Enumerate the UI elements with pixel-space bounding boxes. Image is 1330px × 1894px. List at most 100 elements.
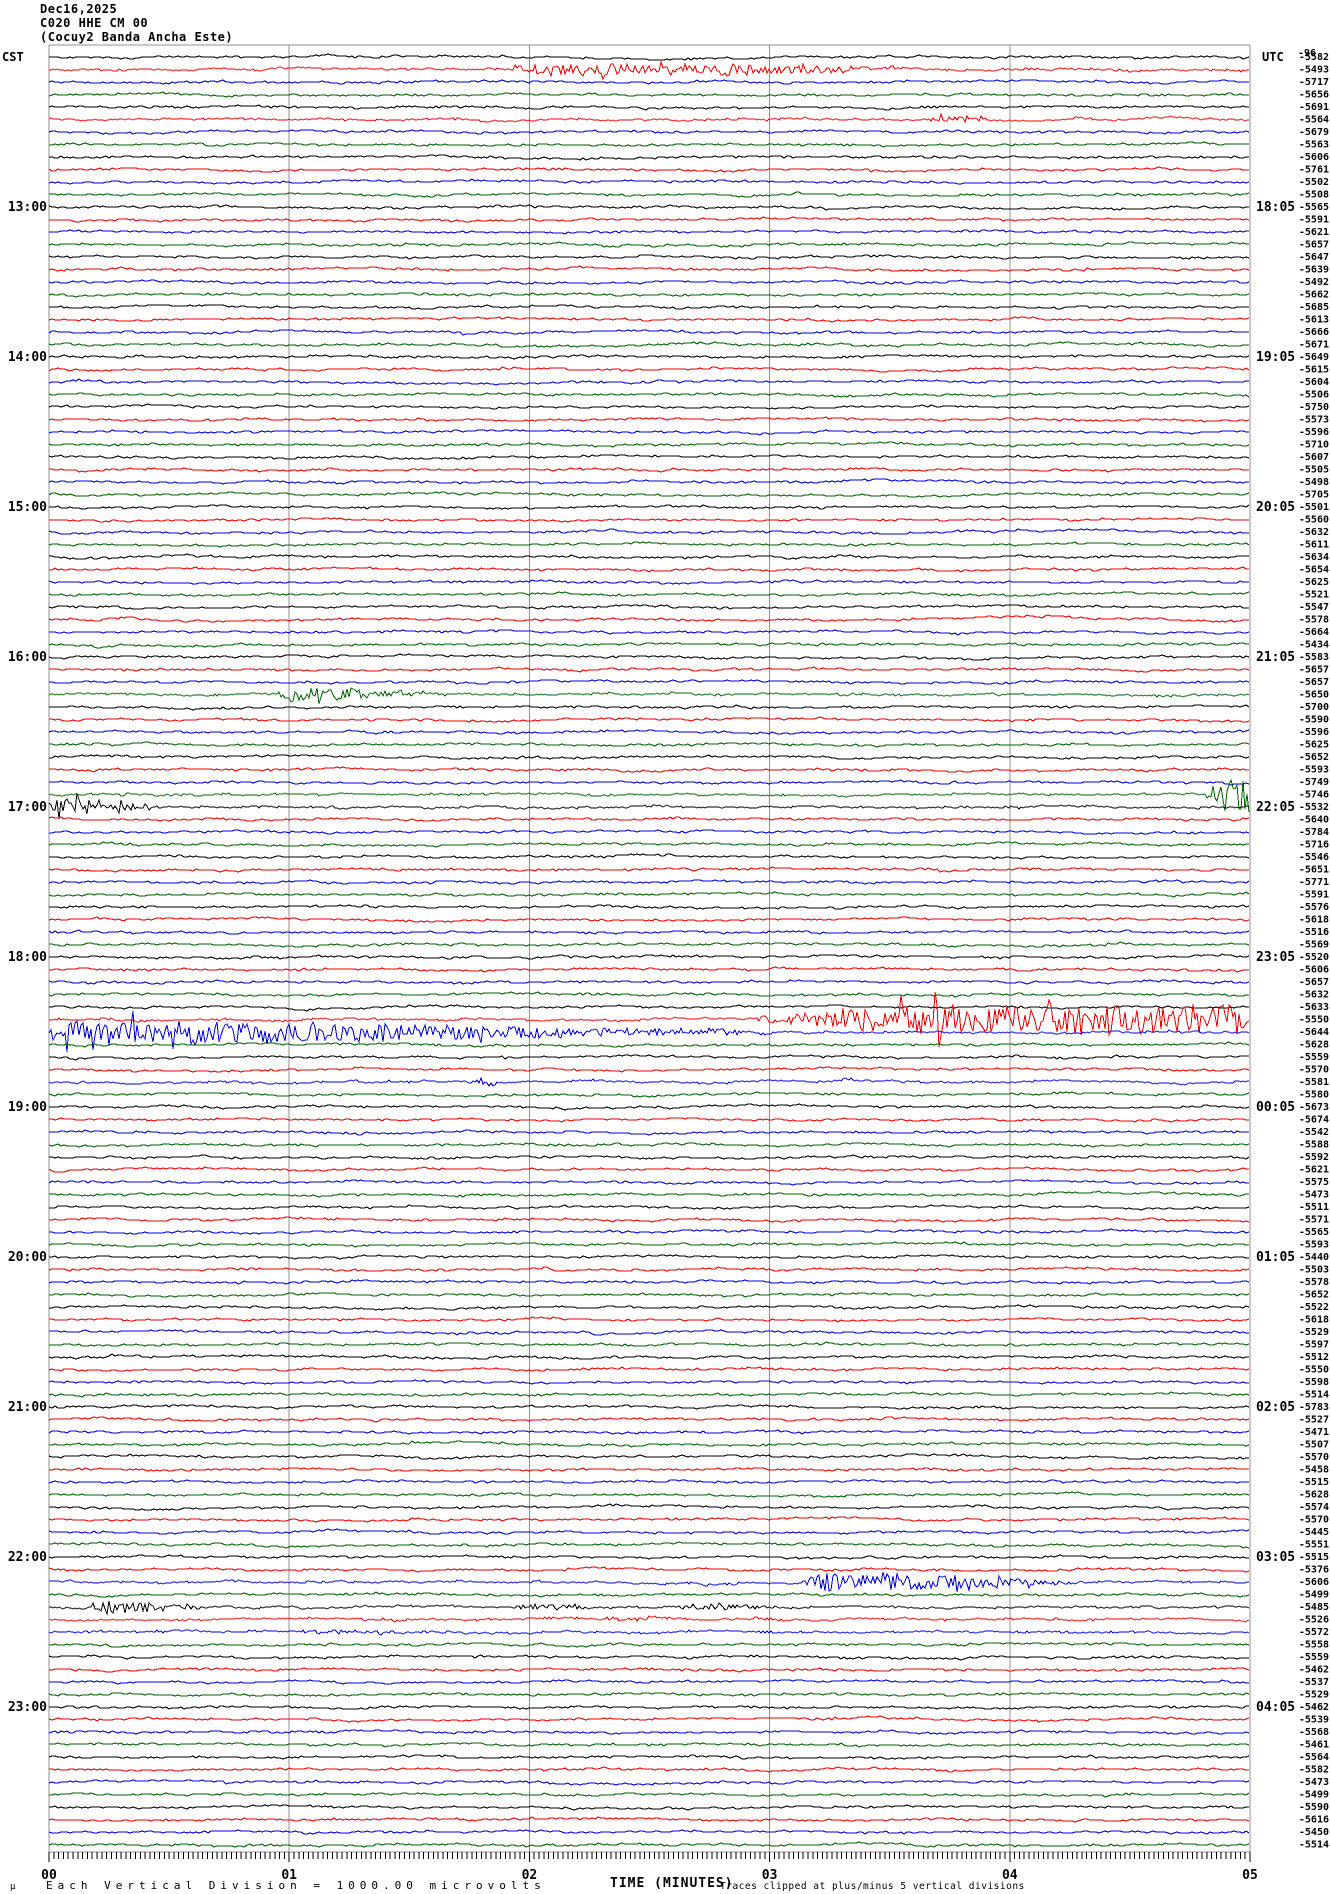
seismo-trace-row (48, 91, 1249, 98)
seismo-trace-row (48, 891, 1250, 898)
trace-offset-value: -5647 (1299, 252, 1329, 263)
seismo-trace-row (48, 1353, 1249, 1360)
cst-hour-label: 19:00 (8, 1100, 47, 1115)
trace-offset-value: -5657 (1299, 665, 1329, 676)
trace-offset-value: -5606 (1299, 1577, 1329, 1588)
seismo-trace-row (49, 1541, 1250, 1549)
seismo-trace-row (49, 517, 1249, 523)
trace-offset-value: -5445 (1299, 1527, 1329, 1538)
trace-offset-value: -5559 (1299, 1052, 1329, 1063)
trace-offset-value: -5507 (1299, 1440, 1329, 1451)
trace-offset-value: -5625 (1299, 740, 1329, 751)
trace-offset-value: -5571 (1299, 1215, 1329, 1226)
seismo-trace-row (49, 1190, 1249, 1198)
trace-offset-value: -5652 (1299, 1290, 1329, 1301)
trace-offset-value: -5568 (1299, 1727, 1329, 1738)
seismo-trace-row (49, 941, 1250, 948)
seismo-trace-row (48, 316, 1250, 323)
seismo-trace-row (49, 216, 1250, 223)
seismo-trace-row (48, 1379, 1249, 1385)
trace-offset-value: -5574 (1299, 1502, 1329, 1513)
seismo-trace-row (49, 766, 1249, 773)
trace-offset-value: -5550 (1299, 1365, 1329, 1376)
seismo-trace-row (49, 1804, 1249, 1811)
cst-hour-label: 15:00 (8, 500, 47, 515)
seismo-trace-row (48, 1566, 1250, 1573)
seismo-trace-row (48, 454, 1250, 460)
trace-offset-value: -5632 (1299, 990, 1329, 1001)
seismo-trace-row (48, 1076, 1249, 1087)
seismo-trace-row (49, 853, 1250, 860)
seismo-trace-row (49, 779, 1250, 786)
trace-offset-value: -5761 (1299, 165, 1329, 176)
x-tick-label: 03 (762, 1868, 778, 1883)
x-tick-label: 01 (281, 1868, 297, 1883)
seismo-trace-row (49, 1204, 1250, 1211)
trace-offset-value: -5606 (1299, 152, 1329, 163)
seismo-trace-row (49, 1316, 1250, 1323)
trace-offset-value: -5573 (1299, 415, 1329, 426)
seismo-trace-row (48, 1841, 1250, 1848)
seismo-trace-row (48, 792, 1249, 820)
trace-offset-value: -5542 (1299, 1127, 1329, 1138)
trace-offset-value: -5615 (1299, 365, 1329, 376)
seismo-trace-row (48, 1729, 1250, 1735)
right-timezone-label: UTC (1262, 50, 1284, 64)
cst-hour-label: 17:00 (8, 800, 47, 815)
trace-offset-value: -5611 (1299, 540, 1329, 551)
date-label: Dec16,2025 (40, 2, 118, 16)
seismo-trace-row (48, 1591, 1250, 1598)
seismo-trace-row (48, 653, 1250, 661)
trace-offset-value: -5639 (1299, 265, 1329, 276)
seismo-trace-row (48, 129, 1250, 135)
trace-offset-value: -5597 (1299, 1340, 1329, 1351)
trace-offset-value: -5618 (1299, 1315, 1329, 1326)
trace-offset-value: -5666 (1299, 327, 1329, 338)
seismo-trace-row (48, 1692, 1250, 1697)
trace-offset-value: -5596 (1299, 427, 1329, 438)
trace-offset-value: -5505 (1299, 465, 1329, 476)
trace-offset-value-overlap: -96 (1298, 48, 1316, 59)
cst-hour-label: 14:00 (8, 350, 47, 365)
seismo-trace-row (49, 991, 1250, 1048)
seismo-trace-row (48, 991, 1249, 998)
trace-offset-value: -5628 (1299, 1040, 1329, 1051)
trace-offset-value: -5527 (1299, 1415, 1329, 1426)
seismo-trace-row (48, 1416, 1250, 1423)
seismo-trace-row (48, 254, 1250, 260)
seismo-trace-row (48, 1615, 1250, 1623)
trace-offset-value: -5651 (1299, 865, 1329, 876)
cst-hour-label: 22:00 (8, 1550, 47, 1565)
trace-offset-value: -5598 (1299, 1377, 1329, 1388)
trace-offset-value: -5572 (1299, 1627, 1329, 1638)
cst-hour-label: 16:00 (8, 650, 47, 665)
seismo-trace-row (49, 754, 1250, 760)
seismo-trace-row (48, 1404, 1250, 1410)
seismo-trace-row (49, 1503, 1250, 1511)
seismo-trace-row (48, 378, 1249, 386)
seismo-trace-row (48, 1779, 1250, 1786)
seismo-trace-row (49, 1228, 1250, 1235)
seismo-trace-row (48, 204, 1249, 211)
trace-offset-value: -5679 (1299, 127, 1329, 138)
utc-hour-label: 20:05 (1256, 500, 1295, 515)
seismo-trace-row (49, 704, 1250, 711)
minute-ruler (48, 1852, 1251, 1862)
seismo-trace-row (48, 841, 1249, 848)
trace-offset-value: -5625 (1299, 577, 1329, 588)
seismo-trace-row (49, 666, 1250, 673)
seismo-trace-row (48, 1816, 1250, 1823)
trace-offset-value: -5618 (1299, 915, 1329, 926)
trace-offset-value: -5576 (1299, 902, 1329, 913)
seismo-trace-row (49, 53, 1250, 61)
trace-offset-value: -5514 (1299, 1390, 1329, 1401)
trace-offset-value: -5657 (1299, 977, 1329, 988)
trace-offset-value: -5547 (1299, 602, 1329, 613)
trace-offset-value: -5578 (1299, 615, 1329, 626)
utc-hour-label: 00:05 (1256, 1100, 1295, 1115)
left-timezone-label: CST (2, 50, 24, 64)
trace-offset-value: -5506 (1299, 390, 1329, 401)
trace-offset-value: -5462 (1299, 1665, 1329, 1676)
trace-offset-value: -5591 (1299, 890, 1329, 901)
